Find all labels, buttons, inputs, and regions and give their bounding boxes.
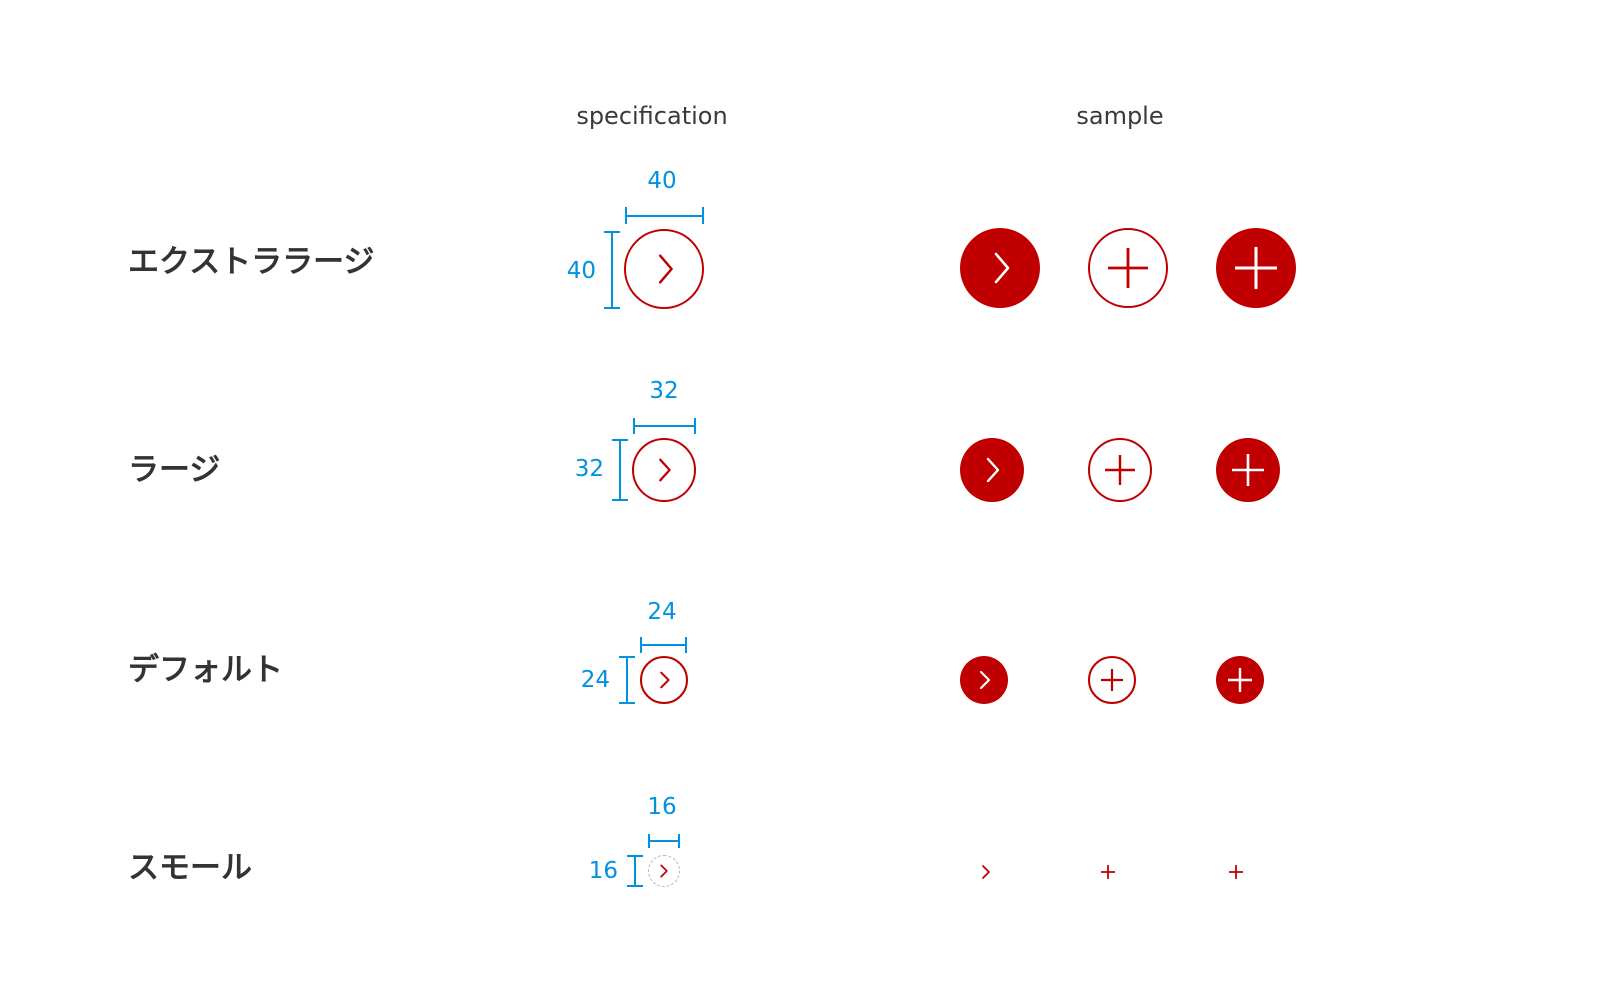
plus-icon bbox=[1108, 248, 1148, 288]
height-dimension-tick-top bbox=[627, 855, 643, 857]
height-dimension-tick-top bbox=[612, 439, 628, 441]
chevron-right-icon bbox=[982, 865, 990, 879]
sample-plus-button-outlined[interactable] bbox=[1088, 228, 1168, 308]
height-dimension-line bbox=[626, 657, 628, 703]
height-dimension-label: 40 bbox=[566, 258, 596, 284]
row-label-small: スモール bbox=[128, 850, 252, 886]
width-dimension-tick-right bbox=[685, 637, 687, 653]
plus-icon bbox=[1229, 865, 1243, 879]
sample-plus-button-outlined[interactable] bbox=[1088, 438, 1152, 502]
chevron-right-icon bbox=[986, 457, 1000, 483]
width-dimension-line bbox=[641, 644, 687, 646]
chevron-right-icon bbox=[660, 864, 668, 878]
row-label-xlarge: エクストララージ bbox=[128, 244, 375, 280]
plus-icon bbox=[1232, 454, 1264, 486]
height-dimension-label: 24 bbox=[580, 667, 610, 693]
height-dimension-label: 32 bbox=[574, 456, 604, 482]
height-dimension-line bbox=[611, 232, 613, 308]
width-dimension-tick-right bbox=[702, 207, 704, 224]
spec-button-xlarge bbox=[624, 229, 704, 309]
height-dimension-line bbox=[634, 856, 636, 886]
row-label-large: ラージ bbox=[128, 452, 221, 488]
sample-plus-button-outlined[interactable] bbox=[1088, 656, 1136, 704]
width-dimension-tick-left bbox=[648, 834, 650, 848]
height-dimension-tick-top bbox=[619, 656, 635, 658]
width-dimension-tick-left bbox=[625, 207, 627, 224]
width-dimension-line bbox=[626, 215, 704, 217]
width-dimension-line bbox=[634, 425, 696, 427]
sample-plus-button-small[interactable] bbox=[1092, 856, 1124, 888]
sample-chevron-button-filled[interactable] bbox=[960, 438, 1024, 502]
row-label-default: デフォルト bbox=[128, 652, 283, 688]
spec-button-default bbox=[640, 656, 688, 704]
plus-icon bbox=[1105, 455, 1135, 485]
chevron-right-icon bbox=[994, 252, 1010, 284]
chevron-right-icon bbox=[658, 254, 673, 284]
width-dimension-tick-left bbox=[640, 637, 642, 653]
width-dimension-label: 16 bbox=[647, 794, 677, 820]
height-dimension-line bbox=[619, 440, 621, 500]
spec-button-large bbox=[632, 438, 696, 502]
width-dimension-tick-right bbox=[678, 834, 680, 848]
width-dimension-line bbox=[649, 840, 679, 842]
height-dimension-label: 16 bbox=[588, 858, 618, 884]
width-dimension-tick-left bbox=[633, 418, 635, 434]
height-dimension-tick-bottom bbox=[619, 702, 635, 704]
width-dimension-label: 40 bbox=[647, 168, 677, 194]
spec-button-small bbox=[648, 855, 680, 887]
sample-column-header: sample bbox=[1076, 102, 1164, 130]
sample-chevron-button-small[interactable] bbox=[970, 856, 1002, 888]
plus-icon bbox=[1101, 865, 1115, 879]
chevron-right-icon bbox=[660, 671, 670, 689]
sample-chevron-button-filled[interactable] bbox=[960, 228, 1040, 308]
sample-chevron-button-filled[interactable] bbox=[960, 656, 1008, 704]
height-dimension-tick-bottom bbox=[604, 307, 620, 309]
specification-column-header: specification bbox=[576, 102, 728, 130]
width-dimension-label: 24 bbox=[647, 599, 677, 625]
height-dimension-tick-bottom bbox=[612, 499, 628, 501]
chevron-right-icon bbox=[659, 458, 671, 482]
width-dimension-label: 32 bbox=[649, 378, 679, 404]
width-dimension-tick-right bbox=[694, 418, 696, 434]
sample-plus-button-filled[interactable] bbox=[1216, 438, 1280, 502]
plus-icon bbox=[1228, 668, 1252, 692]
plus-icon bbox=[1235, 247, 1277, 289]
chevron-right-icon bbox=[979, 670, 991, 690]
height-dimension-tick-bottom bbox=[627, 885, 643, 887]
plus-icon bbox=[1101, 669, 1123, 691]
sample-plus-button-filled[interactable] bbox=[1216, 656, 1264, 704]
sample-plus-button-filled[interactable] bbox=[1216, 228, 1296, 308]
height-dimension-tick-top bbox=[604, 231, 620, 233]
sample-plus-button-small[interactable] bbox=[1220, 856, 1252, 888]
